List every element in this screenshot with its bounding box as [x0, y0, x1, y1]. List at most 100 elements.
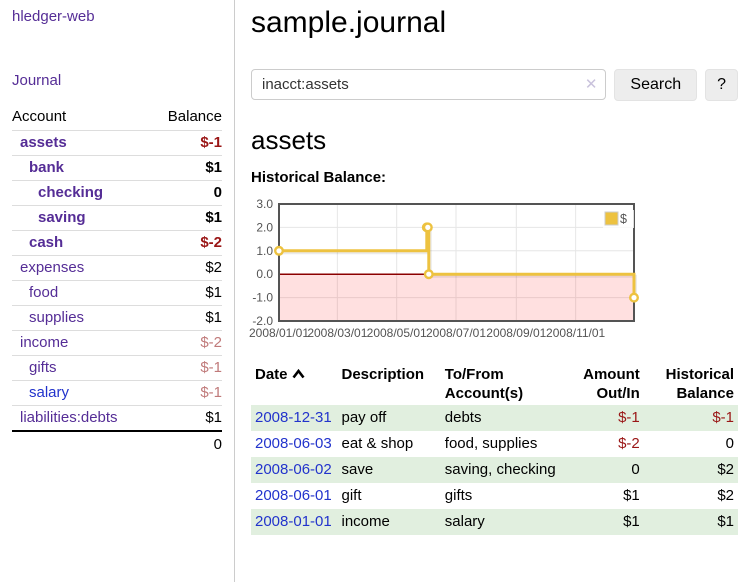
register-row: 2008-06-02 save saving, checking 0 $2: [251, 457, 738, 483]
account-row: salary $-1: [12, 380, 222, 406]
accounts-header-line1: To/From: [444, 366, 504, 383]
accounts-header-row: Account Balance: [12, 105, 222, 131]
account-balance: 0: [150, 180, 222, 206]
balance-column-header-register: Historical Balance: [644, 363, 738, 405]
account-link[interactable]: cash: [29, 234, 64, 251]
legend-label: $: [620, 212, 627, 226]
account-balance: $-2: [150, 230, 222, 256]
transaction-date-link[interactable]: 2008-06-01: [255, 487, 332, 504]
transaction-amount: $1: [623, 513, 640, 530]
date-column-header[interactable]: Date: [251, 363, 338, 405]
transaction-amount: $1: [623, 487, 640, 504]
transaction-date-link[interactable]: 2008-12-31: [255, 409, 332, 426]
account-link[interactable]: income: [20, 334, 69, 351]
help-button[interactable]: ?: [705, 69, 738, 101]
transaction-balance: 0: [725, 435, 734, 452]
account-link[interactable]: checking: [38, 184, 104, 201]
y-tick-label: 0.0: [256, 267, 273, 281]
x-tick-label: 2008/03/01: [307, 326, 367, 340]
chart-title: Historical Balance:: [251, 169, 387, 186]
y-tick-label: 2.0: [256, 220, 273, 234]
account-balance: $1: [150, 305, 222, 331]
x-tick-label: 2008/01/01: [249, 326, 309, 340]
account-balance: $2: [150, 255, 222, 281]
account-link[interactable]: salary: [29, 384, 70, 401]
register-row: 2008-12-31 pay off debts $-1 $-1: [251, 405, 738, 431]
sidebar-item-journal[interactable]: Journal: [12, 72, 62, 89]
account-row: supplies $1: [12, 305, 222, 331]
transaction-balance: $2: [717, 461, 734, 478]
description-column-header: Description: [341, 366, 425, 383]
y-tick-label: 3.0: [256, 197, 273, 211]
account-row: saving $1: [12, 205, 222, 231]
account-balance: $1: [150, 405, 222, 432]
account-cell: supplies: [12, 305, 151, 331]
data-point-marker[interactable]: [422, 222, 433, 233]
y-tick-label: -1.0: [252, 291, 273, 305]
account-balance: $-1: [150, 380, 222, 406]
account-link[interactable]: saving: [38, 209, 86, 226]
app-title-link[interactable]: hledger-web: [12, 8, 95, 25]
transaction-date-link[interactable]: 2008-01-01: [255, 513, 332, 530]
balance-header-line1: Historical: [665, 366, 734, 383]
account-link[interactable]: supplies: [29, 309, 85, 326]
transaction-date-cell: 2008-12-31: [251, 405, 338, 431]
data-point-marker[interactable]: [274, 245, 285, 256]
transaction-accounts: food, supplies: [444, 435, 538, 452]
account-link[interactable]: expenses: [20, 259, 85, 276]
transaction-accounts: debts: [444, 409, 482, 426]
account-link[interactable]: gifts: [29, 359, 57, 376]
balance-header-line2: Balance: [676, 385, 734, 402]
transaction-amount: 0: [631, 461, 640, 478]
transaction-description: pay off: [341, 409, 387, 426]
chart-svg: $3.0 2.0 1.0 0.0 -1.0 -2.02008/01/012008/03/0…: [249, 197, 640, 340]
account-row: checking 0: [12, 180, 222, 206]
account-cell: assets: [12, 130, 151, 156]
register-row: 2008-06-01 gift gifts $1 $2: [251, 483, 738, 509]
x-tick-label: 2008/11/01: [546, 326, 605, 340]
transaction-date-link[interactable]: 2008-06-02: [255, 461, 332, 478]
register-header-row: Date Description To/From Account(s) Amou…: [251, 363, 738, 405]
account-cell: cash: [12, 230, 151, 256]
search-input[interactable]: [251, 69, 607, 100]
transaction-accounts: saving, checking: [444, 461, 556, 478]
search-button[interactable]: Search: [614, 69, 698, 101]
transaction-date-cell: 2008-06-03: [251, 431, 338, 457]
sort-ascending-icon: [291, 365, 305, 384]
register-row: 2008-06-03 eat & shop food, supplies $-2 0: [251, 431, 738, 457]
data-point-marker[interactable]: [423, 269, 434, 280]
transaction-balance: $1: [717, 513, 734, 530]
account-heading: assets: [251, 125, 327, 155]
account-cell: income: [12, 330, 151, 356]
data-point-marker[interactable]: [629, 292, 640, 303]
account-link[interactable]: bank: [29, 159, 65, 176]
account-link[interactable]: food: [29, 284, 59, 301]
register-row: 2008-01-01 income salary $1 $1: [251, 509, 738, 535]
account-row: income $-2: [12, 330, 222, 356]
account-cell: food: [12, 280, 151, 306]
account-row: liabilities:debts $1: [12, 405, 222, 432]
y-tick-label: 1.0: [256, 244, 273, 258]
historical-balance-chart[interactable]: $3.0 2.0 1.0 0.0 -1.0 -2.0 2008/01/01 2008/03/0…: [249, 197, 738, 343]
transaction-date-link[interactable]: 2008-06-03: [255, 435, 332, 452]
transaction-balance: $2: [717, 487, 734, 504]
account-row: gifts $-1: [12, 355, 222, 381]
account-balance: $1: [150, 155, 222, 181]
account-cell: gifts: [12, 355, 151, 381]
account-link[interactable]: liabilities:debts: [20, 409, 118, 426]
account-link[interactable]: assets: [20, 134, 67, 151]
date-header-label: Date: [255, 366, 288, 383]
y-tick-label: -2.0: [252, 314, 273, 328]
transaction-description: save: [341, 461, 374, 478]
account-row: food $1: [12, 280, 222, 306]
account-cell: checking: [12, 180, 151, 206]
account-row: assets $-1: [12, 130, 222, 156]
transaction-amount: $-1: [618, 409, 640, 426]
total-spacer: [12, 430, 151, 457]
accounts-total-row: 0: [12, 430, 222, 457]
account-column-header: Account: [12, 105, 151, 131]
clear-search-icon[interactable]: ✕: [584, 76, 598, 93]
transaction-date-cell: 2008-06-01: [251, 483, 338, 509]
sidebar: hledger-web Journal Account Balance asse…: [0, 0, 235, 582]
search-form: ✕ Search ?: [251, 69, 738, 101]
